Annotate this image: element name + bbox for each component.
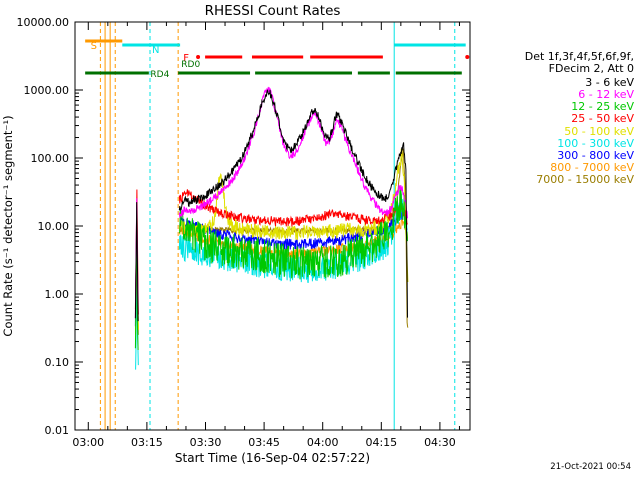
legend-entry: 100 - 300 keV [557, 136, 634, 150]
flag-dot-F [196, 55, 201, 59]
boundary-vlines [99, 22, 456, 430]
y-tick-label: 10.00 [38, 220, 70, 233]
legend-entry: 800 - 7000 keV [550, 160, 634, 174]
flag-label-RD0: RD0 [181, 60, 200, 70]
legend: Det 1f,3f,4f,5f,6f,9f, FDecim 2, Att 0 3… [524, 50, 634, 186]
y-tick-label: 100.00 [31, 152, 70, 165]
flag-dot-F [465, 55, 470, 59]
chart-title: RHESSI Count Rates [204, 3, 341, 19]
x-tick-label: 04:30 [424, 436, 456, 449]
x-axis-label: Start Time (16-Sep-04 02:57:22) [174, 451, 371, 465]
x-tick-label: 04:00 [307, 436, 339, 449]
y-axis-label: Count Rate (s⁻¹ detector⁻¹ segment⁻¹) [1, 115, 15, 337]
y-tick-label: 0.10 [45, 356, 70, 369]
legend-entry: 3 - 6 keV [585, 76, 634, 90]
flag-label-RD4: RD4 [150, 70, 169, 80]
flag-label-F: F [183, 53, 189, 64]
x-tick-label: 03:15 [131, 436, 163, 449]
legend-entry: 50 - 100 keV [564, 124, 634, 138]
flag-label-N: N [152, 45, 159, 56]
legend-detector-line: Det 1f,3f,4f,5f,6f,9f, [524, 50, 634, 63]
plot-timestamp: 21-Oct-2021 00:54 [550, 462, 631, 472]
x-tick-label: 03:30 [190, 436, 222, 449]
flag-label-S: S [91, 41, 97, 52]
y-tick-label: 0.01 [45, 424, 70, 437]
axes: 03:00 03:15 03:30 03:45 04:00 04:15 04:30 10000… [17, 16, 471, 449]
x-tick-label: 03:45 [248, 436, 280, 449]
legend-entry: 7000 - 15000 keV [536, 172, 634, 186]
legend-entry: 300 - 800 keV [557, 148, 634, 162]
legend-entry: 6 - 12 keV [578, 88, 634, 102]
x-tick-label: 03:00 [72, 436, 104, 449]
legend-entry: 12 - 25 keV [571, 100, 634, 114]
curve-3-6-keV [134, 89, 408, 322]
curve-6-12-keV [134, 86, 408, 318]
legend-decim-line: FDecim 2, Att 0 [548, 62, 634, 76]
x-tick-label: 04:15 [365, 436, 397, 449]
y-tick-label: 10000.00 [17, 16, 70, 29]
y-tick-label: 1000.00 [24, 84, 70, 97]
legend-entry: 25 - 50 keV [571, 112, 634, 126]
plot-frame [74, 21, 471, 431]
y-tick-label: 1.00 [45, 288, 70, 301]
